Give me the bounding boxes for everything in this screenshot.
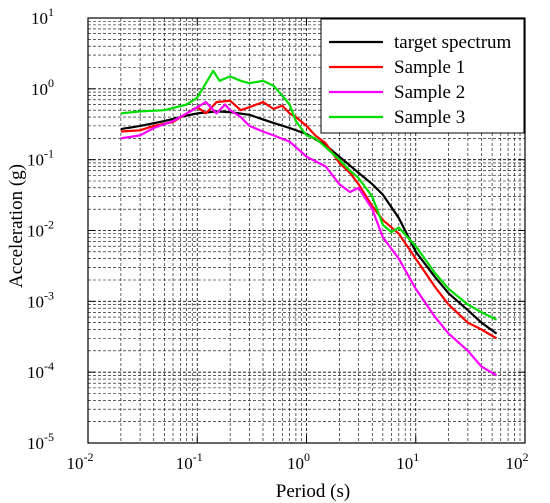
series-line-sample-2 <box>120 101 498 377</box>
y-tick-label: 100 <box>31 76 54 99</box>
x-tick-label: 101 <box>396 450 419 473</box>
legend-label: Sample 1 <box>394 57 465 78</box>
x-axis-title: Period (s) <box>276 481 350 502</box>
legend: target spectrum Sample 1 Sample 2 Sample 3 <box>320 18 525 134</box>
y-tick-labels: 10-5 10-4 10-3 10-2 10-1 100 101 <box>27 5 54 453</box>
y-tick-label: 10-5 <box>27 430 54 453</box>
series-line-sample-3 <box>120 69 498 321</box>
legend-box <box>320 18 525 134</box>
x-tick-label: 102 <box>506 450 529 473</box>
y-tick-label: 10-2 <box>27 218 54 241</box>
y-tick-label: 101 <box>31 5 54 28</box>
y-tick-label: 10-1 <box>27 147 54 170</box>
plot-frame <box>87 17 526 444</box>
y-tick-label: 10-4 <box>27 359 54 382</box>
x-tick-label: 10-1 <box>176 450 203 473</box>
x-tick-label: 100 <box>287 450 310 473</box>
legend-label: Sample 2 <box>394 82 465 103</box>
y-axis-title: Acceleration (g) <box>6 164 27 288</box>
series-lines <box>120 69 498 377</box>
x-tick-label: 10-2 <box>67 450 94 473</box>
legend-label: Sample 3 <box>394 107 465 128</box>
x-tick-labels: 10-2 10-1 100 101 102 <box>67 450 529 473</box>
y-tick-label: 10-3 <box>27 288 54 311</box>
legend-label: target spectrum <box>394 32 512 53</box>
